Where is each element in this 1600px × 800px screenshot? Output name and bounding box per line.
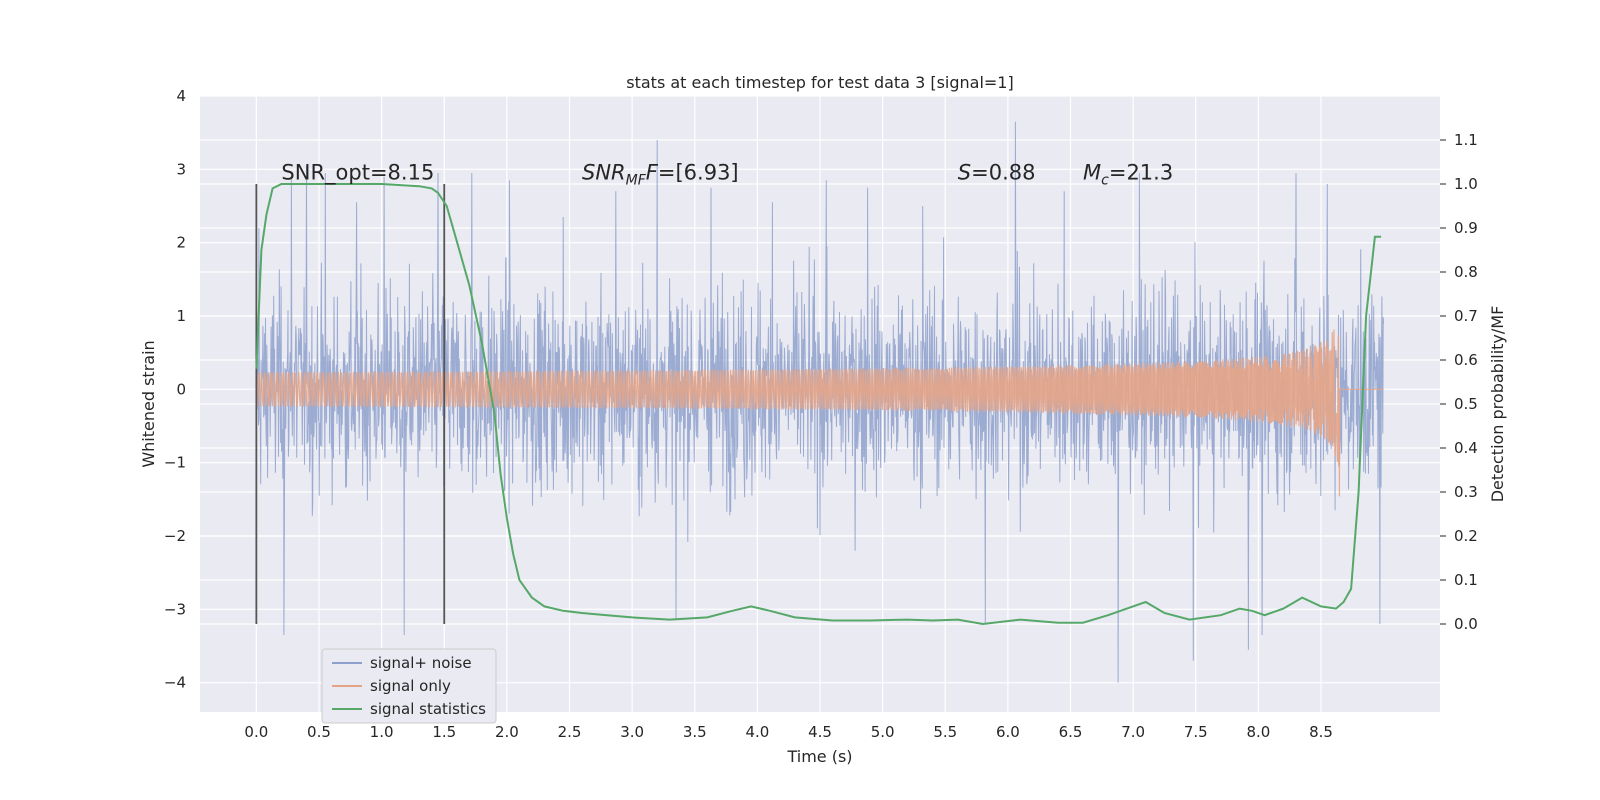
signal-series [255, 329, 1384, 497]
y-tick-label-right: 0.8 [1454, 263, 1478, 281]
y-tick-label-right: 0.5 [1454, 395, 1478, 413]
y-tick-label-right: 0.7 [1454, 307, 1478, 325]
x-tick-label: 2.0 [495, 723, 519, 741]
y-tick-label-left: −2 [164, 527, 186, 545]
annotation-0: SNR_opt=8.15 [281, 161, 434, 186]
y-tick-label-left: 4 [176, 87, 186, 105]
x-tick-label: 3.5 [683, 723, 707, 741]
annotation-3: Mc=21.3 [1083, 161, 1173, 189]
x-tick-label: 2.5 [558, 723, 582, 741]
y-tick-label-right: 1.0 [1454, 175, 1478, 193]
x-tick-label: 4.5 [808, 723, 832, 741]
x-tick-label: 7.0 [1121, 723, 1145, 741]
y-tick-label-right: 1.1 [1454, 131, 1478, 149]
vertical-markers [255, 184, 446, 624]
y-axis-label-right: Detection probability/MF [1488, 306, 1507, 503]
x-tick-label: 0.5 [307, 723, 331, 741]
legend-label-signal: signal only [370, 677, 451, 695]
legend-label-stats: signal statistics [370, 700, 486, 718]
statistics-series [255, 183, 1382, 626]
signal-only-line [255, 329, 1384, 497]
x-tick-label: 8.5 [1309, 723, 1333, 741]
y-axis-label-left: Whitened strain [139, 340, 158, 467]
x-axis-label: Time (s) [786, 747, 852, 766]
y-tick-label-right: 0.9 [1454, 219, 1478, 237]
x-tick-label: 6.5 [1059, 723, 1083, 741]
y-tick-label-right: 0.6 [1454, 351, 1478, 369]
x-tick-label: 4.0 [745, 723, 769, 741]
x-tick-label: 6.0 [996, 723, 1020, 741]
chart-title: stats at each timestep for test data 3 [… [626, 73, 1013, 92]
signal-statistics-line [255, 183, 1382, 626]
legend: signal+ noise signal only signal statist… [321, 648, 497, 724]
x-tick-label: 3.0 [620, 723, 644, 741]
x-tick-label: 1.0 [370, 723, 394, 741]
tick-labels: 0.0 0.5 1.0 1.5 2.0 2.5 3.0 3.5 4.0 4.5 5.0 5.5 6.0 6… [164, 87, 1478, 741]
y-tick-label-left: 3 [176, 160, 186, 178]
y-tick-label-left: 1 [176, 307, 186, 325]
y-tick-label-left: −1 [164, 454, 186, 472]
annotation-2: S=0.88 [958, 161, 1036, 185]
y-tick-label-right: 0.3 [1454, 483, 1478, 501]
legend-label-noise: signal+ noise [370, 654, 472, 672]
legend-box [321, 648, 497, 724]
x-tick-label: 8.0 [1246, 723, 1270, 741]
x-tick-label: 5.0 [871, 723, 895, 741]
y-tick-label-right: 0.1 [1454, 571, 1478, 589]
y-tick-label-right: 0.4 [1454, 439, 1478, 457]
y-tick-label-left: −3 [164, 600, 186, 618]
y-tick-label-right: 0.2 [1454, 527, 1478, 545]
y-tick-label-left: −4 [164, 674, 186, 692]
x-tick-label: 7.5 [1184, 723, 1208, 741]
x-tick-label: 1.5 [432, 723, 456, 741]
x-tick-label: 5.5 [933, 723, 957, 741]
y-tick-label-left: 2 [176, 234, 186, 252]
annotation-1: SNRMFF=[6.93] [582, 161, 739, 189]
x-tick-label: 0.0 [244, 723, 268, 741]
y-tick-label-right: 0.0 [1454, 615, 1478, 633]
y-tick-label-left: 0 [176, 380, 186, 398]
annotations: SNR_opt=8.15 SNRMFF=[6.93] S=0.88 Mc=21.3 [281, 161, 1173, 189]
